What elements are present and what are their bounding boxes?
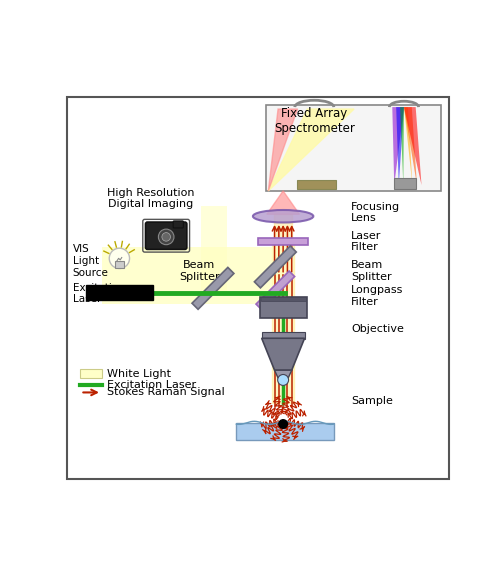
- Circle shape: [279, 420, 287, 428]
- Text: Longpass
Filter: Longpass Filter: [351, 286, 404, 307]
- FancyBboxPatch shape: [258, 238, 308, 245]
- Polygon shape: [275, 370, 292, 378]
- FancyBboxPatch shape: [262, 332, 304, 339]
- Text: VIS
Light
Source: VIS Light Source: [72, 244, 109, 278]
- Polygon shape: [267, 191, 299, 214]
- FancyBboxPatch shape: [394, 178, 415, 189]
- FancyBboxPatch shape: [80, 369, 102, 378]
- Polygon shape: [256, 271, 295, 309]
- FancyBboxPatch shape: [297, 180, 336, 189]
- Polygon shape: [268, 109, 298, 191]
- Polygon shape: [268, 109, 354, 191]
- FancyBboxPatch shape: [266, 105, 441, 191]
- Polygon shape: [400, 107, 404, 185]
- Text: Fixed Array
Spectrometer: Fixed Array Spectrometer: [274, 107, 355, 135]
- Polygon shape: [192, 267, 234, 309]
- Polygon shape: [262, 338, 304, 370]
- FancyBboxPatch shape: [145, 222, 187, 250]
- FancyBboxPatch shape: [261, 297, 306, 301]
- Polygon shape: [404, 107, 408, 185]
- FancyBboxPatch shape: [260, 297, 306, 317]
- FancyBboxPatch shape: [67, 97, 449, 480]
- FancyBboxPatch shape: [173, 221, 183, 228]
- FancyBboxPatch shape: [87, 286, 152, 300]
- Text: Excitation Laser: Excitation Laser: [107, 380, 196, 389]
- Circle shape: [158, 229, 174, 245]
- Text: Sample: Sample: [351, 396, 393, 407]
- FancyBboxPatch shape: [236, 423, 334, 440]
- FancyBboxPatch shape: [102, 247, 283, 304]
- Polygon shape: [404, 107, 412, 185]
- Polygon shape: [396, 107, 404, 185]
- Text: High Resolution
Digital Imaging: High Resolution Digital Imaging: [107, 188, 194, 210]
- Text: Beam
Splitter: Beam Splitter: [179, 260, 220, 282]
- Text: White Light: White Light: [107, 369, 171, 379]
- Text: Objective: Objective: [351, 324, 404, 334]
- FancyBboxPatch shape: [115, 261, 124, 268]
- Circle shape: [278, 375, 289, 385]
- Text: Stokes Raman Signal: Stokes Raman Signal: [107, 388, 225, 397]
- Polygon shape: [392, 107, 404, 185]
- Text: Laser
Filter: Laser Filter: [351, 231, 382, 252]
- Polygon shape: [255, 246, 296, 288]
- Text: Focusing
Lens: Focusing Lens: [351, 202, 400, 223]
- Polygon shape: [404, 107, 422, 185]
- Circle shape: [109, 248, 130, 268]
- Polygon shape: [404, 107, 417, 185]
- Text: Beam
Splitter: Beam Splitter: [351, 260, 392, 282]
- Text: Excitation
Laser: Excitation Laser: [72, 283, 125, 304]
- FancyBboxPatch shape: [201, 207, 226, 292]
- Ellipse shape: [253, 210, 313, 223]
- Circle shape: [162, 232, 171, 241]
